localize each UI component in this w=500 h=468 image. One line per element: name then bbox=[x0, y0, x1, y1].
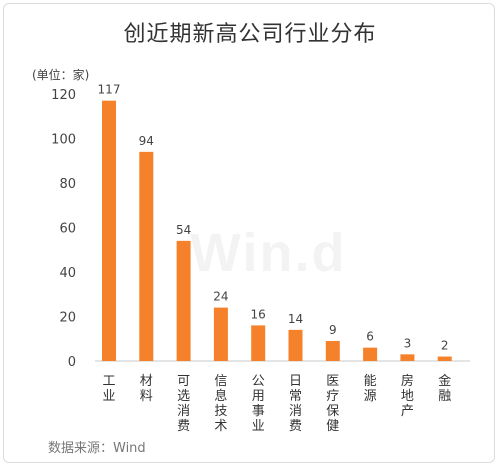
chart-title: 创近期新高公司行业分布 bbox=[123, 22, 377, 47]
x-tick-label: 能源 bbox=[364, 374, 377, 404]
x-tick-label: 信息技术 bbox=[214, 374, 227, 434]
data-label: 117 bbox=[98, 83, 121, 97]
x-tick-label: 公用事业 bbox=[252, 374, 265, 434]
y-tick-label: 40 bbox=[59, 266, 76, 281]
data-label: 3 bbox=[404, 336, 412, 350]
x-tick-label: 可选消费 bbox=[177, 374, 190, 434]
x-tick-label: 工业 bbox=[102, 374, 115, 404]
bar bbox=[400, 354, 415, 361]
chart-frame bbox=[3, 3, 495, 463]
bar bbox=[363, 347, 378, 361]
bar bbox=[213, 307, 228, 361]
data-label: 16 bbox=[251, 307, 266, 321]
watermark: Win.d bbox=[190, 222, 346, 284]
data-label: 2 bbox=[441, 339, 449, 353]
x-tick-label: 医疗保健 bbox=[326, 374, 339, 434]
y-tick-label: 100 bbox=[51, 133, 76, 148]
data-label: 9 bbox=[329, 323, 337, 337]
y-tick-label: 60 bbox=[59, 222, 76, 237]
bar bbox=[288, 329, 303, 361]
data-label: 94 bbox=[139, 134, 154, 148]
x-tick-label: 金融 bbox=[438, 373, 451, 404]
bar bbox=[176, 240, 191, 361]
data-label: 6 bbox=[366, 330, 374, 344]
bar bbox=[102, 100, 116, 362]
source-note: 数据来源：Wind bbox=[48, 441, 146, 456]
y-tick-label: 120 bbox=[51, 88, 76, 103]
bar bbox=[437, 356, 452, 361]
bar bbox=[251, 325, 266, 361]
bar bbox=[325, 340, 340, 361]
y-tick-label: 0 bbox=[68, 355, 76, 370]
data-label: 14 bbox=[288, 312, 303, 326]
data-label: 24 bbox=[213, 290, 228, 304]
bar bbox=[139, 151, 154, 361]
x-tick-label: 日常消费 bbox=[289, 374, 302, 434]
y-tick-label: 20 bbox=[59, 311, 76, 326]
x-tick-label: 材料 bbox=[140, 374, 153, 404]
y-tick-label: 80 bbox=[59, 177, 76, 192]
unit-label: (单位：家) bbox=[32, 68, 90, 82]
data-label: 54 bbox=[176, 223, 191, 237]
x-tick-label: 房地产 bbox=[401, 373, 414, 419]
